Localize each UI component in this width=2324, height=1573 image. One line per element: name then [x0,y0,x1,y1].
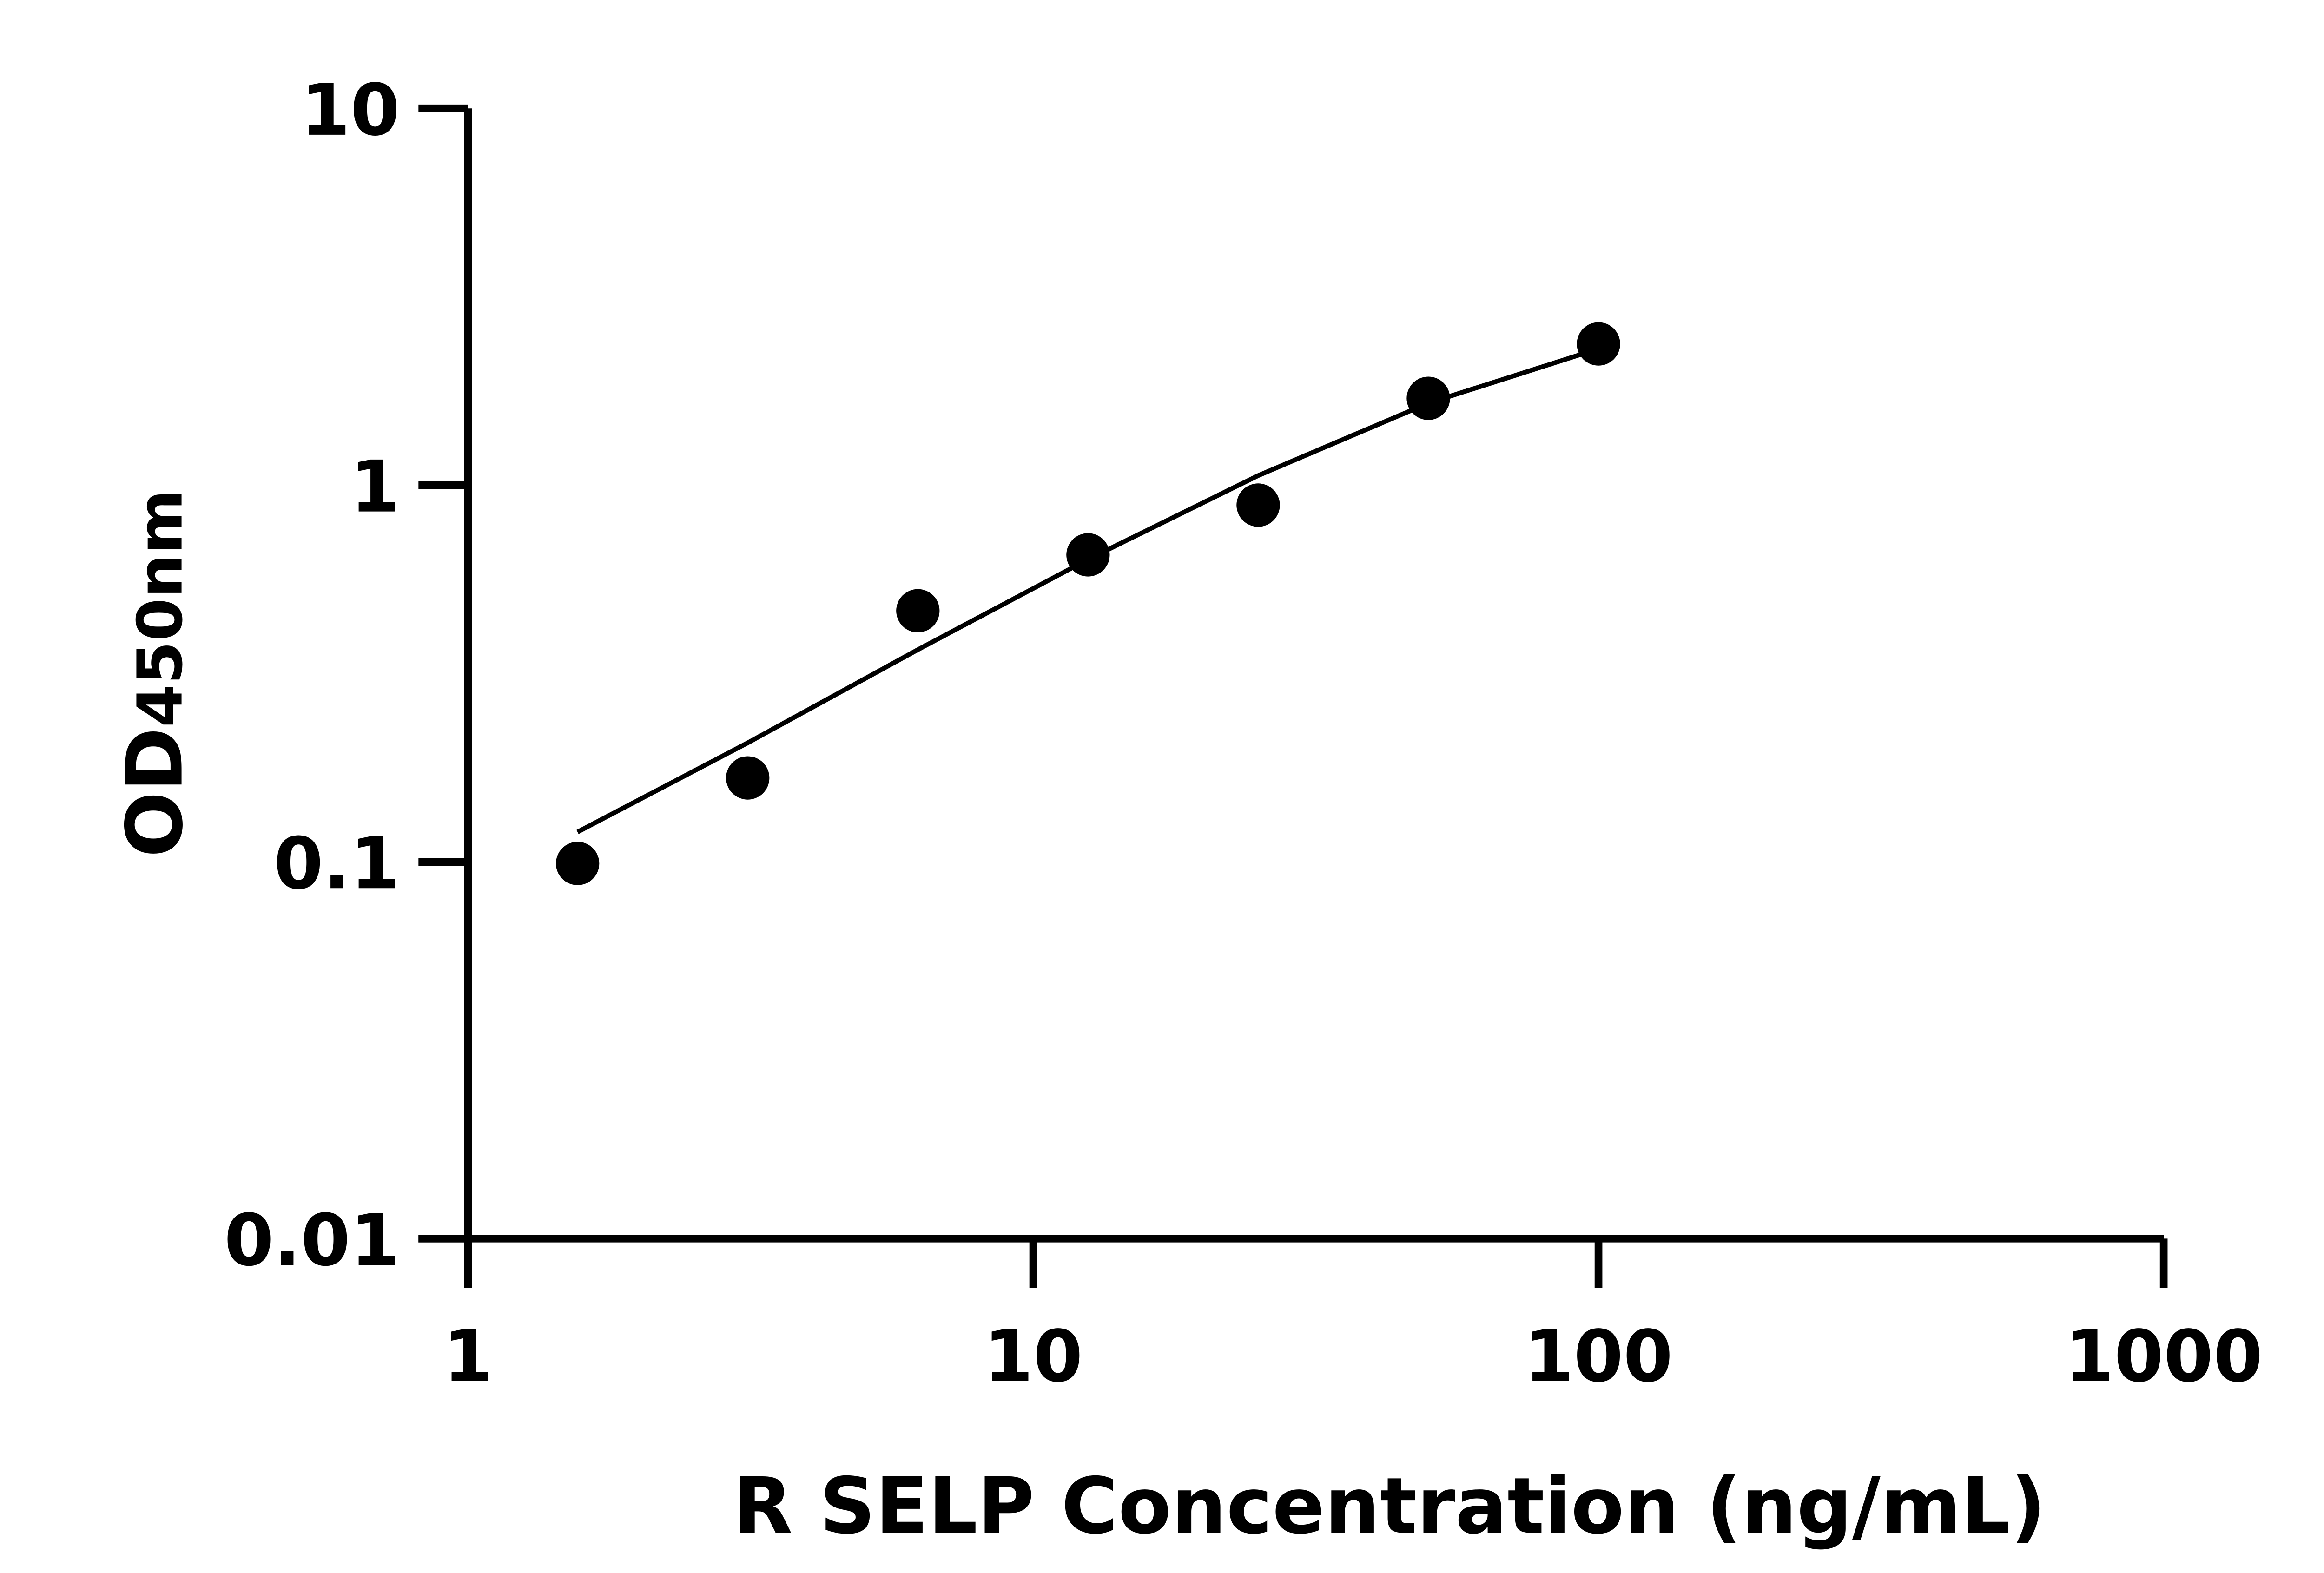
fit-curve [576,346,1599,834]
data-point [555,842,600,885]
x-axis-label: R SELP Concentration (ng/mL) [733,1461,2046,1551]
y-tick-label: 0.01 [224,1199,400,1282]
axes: 1 10 100 1000 0.01 0.1 1 10 [224,69,2263,1398]
data-points [555,322,1620,885]
x-tick-label: 1000 [2065,1316,2263,1398]
y-axis-label-sub: 450nm [125,489,197,727]
data-point [896,589,940,632]
y-axis-label: OD450nm [110,489,200,857]
data-point [1066,533,1110,577]
y-tick-label: 0.1 [274,823,400,905]
y-tick-label: 1 [350,446,400,529]
x-tick-label: 100 [1524,1316,1673,1398]
y-tick-label: 10 [301,69,400,152]
fit-curve-group [576,346,1599,834]
data-point [1236,483,1280,527]
y-axis-label-main: OD [110,727,200,857]
data-point [1577,322,1620,366]
data-point [1406,376,1450,420]
x-tick-label: 1 [443,1316,493,1398]
x-tick-label: 10 [984,1316,1083,1398]
data-point [726,756,770,800]
